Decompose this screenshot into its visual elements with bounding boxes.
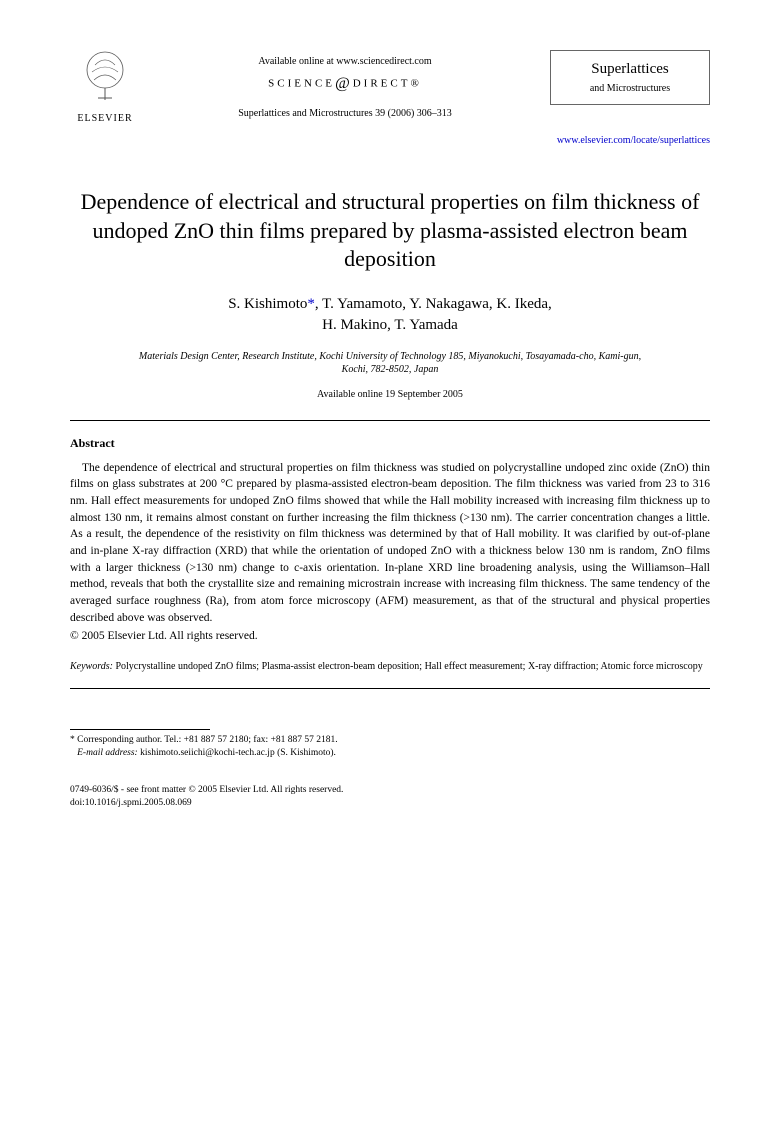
direct-text: DIRECT (353, 78, 411, 90)
rule-top (70, 420, 710, 421)
abstract-heading: Abstract (70, 435, 710, 452)
journal-reference: Superlattices and Microstructures 39 (20… (140, 107, 550, 121)
corresponding-author: * Corresponding author. Tel.: +81 887 57… (70, 734, 710, 761)
elsevier-logo: ELSEVIER (70, 50, 140, 126)
corresponding-email-line: E-mail address: kishimoto.seiichi@kochi-… (70, 747, 710, 760)
corresponding-asterisk: * (307, 296, 315, 312)
keywords-section: Keywords: Polycrystalline undoped ZnO fi… (70, 659, 710, 674)
authors: S. Kishimoto*, T. Yamamoto, Y. Nakagawa,… (70, 294, 710, 336)
keywords-label: Keywords: (70, 661, 113, 672)
authors-list: S. Kishimoto*, T. Yamamoto, Y. Nakagawa,… (228, 296, 552, 333)
center-header: Available online at www.sciencedirect.co… (140, 50, 550, 121)
registered-icon: ® (410, 78, 421, 90)
abstract-body: The dependence of electrical and structu… (70, 460, 710, 627)
affiliation: Materials Design Center, Research Instit… (70, 350, 710, 376)
journal-box: Superlattices and Microstructures (550, 50, 710, 105)
science-direct-logo: SCIENCE@DIRECT® (140, 73, 550, 95)
journal-url[interactable]: www.elsevier.com/locate/superlattices (70, 134, 710, 148)
footer-short-rule (70, 729, 210, 730)
article-title: Dependence of electrical and structural … (70, 188, 710, 274)
journal-box-subtitle: and Microstructures (565, 82, 695, 96)
available-date: Available online 19 September 2005 (70, 388, 710, 402)
keywords-text: Polycrystalline undoped ZnO films; Plasm… (115, 661, 702, 672)
available-online-text: Available online at www.sciencedirect.co… (140, 55, 550, 69)
corresponding-tel: * Corresponding author. Tel.: +81 887 57… (70, 734, 710, 747)
elsevier-text: ELSEVIER (70, 112, 140, 126)
sd-at-icon: @ (335, 73, 353, 95)
footer-issn: 0749-6036/$ - see front matter © 2005 El… (70, 784, 710, 797)
footer-info: 0749-6036/$ - see front matter © 2005 El… (70, 784, 710, 811)
copyright: © 2005 Elsevier Ltd. All rights reserved… (70, 628, 710, 644)
rule-bottom (70, 688, 710, 689)
footer-doi: doi:10.1016/j.spmi.2005.08.069 (70, 797, 710, 810)
email-label: E-mail address: (77, 748, 138, 758)
science-text: SCIENCE (268, 78, 335, 90)
elsevier-tree-icon (80, 50, 130, 105)
journal-box-title: Superlattices (565, 59, 695, 80)
email-address[interactable]: kishimoto.seiichi@kochi-tech.ac.jp (S. K… (140, 748, 336, 758)
header-row: ELSEVIER Available online at www.science… (70, 50, 710, 126)
